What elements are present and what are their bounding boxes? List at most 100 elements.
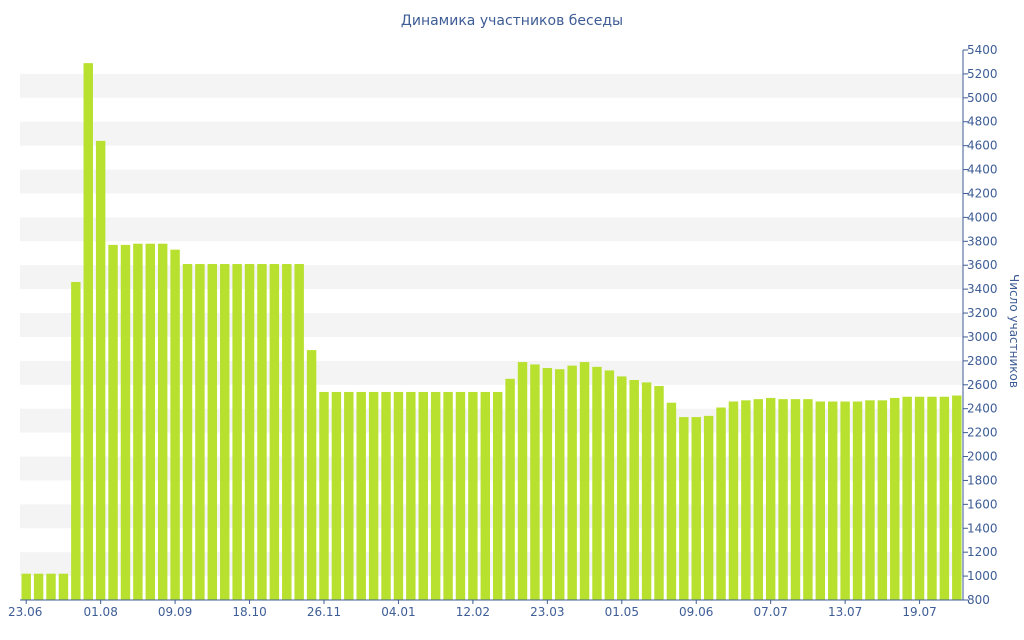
bar [815, 401, 826, 600]
bar [269, 264, 280, 600]
bar [331, 391, 342, 600]
bar [716, 407, 726, 600]
y-tick-label: 1800 [967, 473, 998, 487]
bar [492, 391, 503, 600]
y-tick-label: 5000 [967, 91, 998, 105]
bar [555, 369, 565, 600]
x-tick-label: 26.11 [307, 605, 341, 619]
y-tick-label: 2200 [967, 426, 998, 440]
grid-band [20, 360, 963, 385]
y-tick-label: 4600 [967, 139, 998, 153]
bar [244, 264, 255, 600]
bar [790, 399, 801, 600]
bar [852, 401, 863, 600]
x-tick-label: 07.07 [753, 605, 787, 619]
x-tick-label: 23.06 [8, 605, 42, 619]
bar [182, 264, 193, 600]
x-tick-label: 01.05 [605, 605, 639, 619]
bar [83, 63, 93, 601]
bar [952, 395, 962, 600]
bar [46, 573, 56, 600]
bar [803, 399, 813, 600]
bar [195, 264, 205, 600]
bar [406, 391, 416, 600]
bar [207, 264, 218, 600]
bar [579, 362, 590, 600]
bar [666, 402, 677, 600]
bar [480, 391, 491, 600]
bar [393, 391, 404, 600]
y-axis-label: Число участников [1007, 274, 1021, 388]
bar [828, 401, 838, 600]
x-tick-label: 23.03 [530, 605, 564, 619]
y-tick-label: 4000 [967, 210, 998, 224]
chart-title: Динамика участников беседы [400, 13, 624, 29]
bar [939, 396, 950, 600]
x-tick-label: 01.08 [83, 605, 117, 619]
bar-series [21, 63, 962, 601]
x-axis-ticks: 23.06 01.08 09.09 18.10 26.11 04.01 12.02 23.03… [8, 600, 937, 619]
bar [778, 399, 788, 600]
bar [890, 397, 900, 600]
y-tick-label: 2400 [967, 402, 998, 416]
bar [33, 573, 44, 600]
grid-band [20, 456, 963, 481]
bar [542, 368, 553, 600]
bar [728, 401, 739, 600]
bar [306, 350, 317, 600]
bar [368, 391, 379, 600]
bar [927, 396, 937, 600]
y-tick-label: 1400 [967, 521, 998, 535]
bar [703, 415, 714, 600]
y-tick-label: 4800 [967, 115, 998, 129]
bar [468, 391, 478, 600]
bar [443, 391, 453, 600]
y-tick-label: 2600 [967, 378, 998, 392]
bar [21, 573, 31, 600]
bar [145, 243, 155, 600]
bar [430, 391, 441, 600]
y-tick-label: 1000 [967, 569, 998, 583]
y-tick-label: 800 [967, 593, 990, 607]
x-tick-label: 09.09 [158, 605, 192, 619]
bar [344, 391, 354, 600]
y-tick-label: 2800 [967, 354, 998, 368]
y-tick-label: 3000 [967, 330, 998, 344]
bar [617, 376, 627, 600]
y-axis-ticks: 800 1000 1200 1400 1600 1800 2000 2200 2400 2600 2… [963, 43, 998, 607]
bar [220, 264, 230, 600]
bar [455, 391, 466, 600]
bar [567, 365, 577, 600]
bar [517, 362, 528, 600]
bar [95, 140, 106, 600]
grid-band [20, 313, 963, 337]
grid-band [20, 73, 963, 98]
y-tick-label: 4200 [967, 186, 998, 200]
bar [629, 380, 639, 600]
bar [294, 264, 304, 600]
bar [319, 391, 329, 600]
y-tick-label: 3800 [967, 234, 998, 248]
bar [641, 382, 652, 600]
grid-band [20, 217, 963, 242]
bar [282, 264, 292, 600]
bar [840, 401, 850, 600]
bar [753, 399, 763, 600]
bar [691, 417, 701, 600]
bar [71, 281, 81, 600]
bar [654, 385, 664, 600]
bar [257, 264, 267, 600]
bar [157, 243, 168, 600]
y-tick-label: 5400 [967, 43, 998, 57]
y-tick-label: 2000 [967, 450, 998, 464]
bar [108, 244, 118, 601]
bar [418, 391, 428, 600]
bar [741, 400, 751, 600]
x-tick-label: 19.07 [902, 605, 936, 619]
grid-band [20, 504, 963, 529]
x-tick-label: 12.02 [456, 605, 490, 619]
bar [133, 243, 143, 600]
y-tick-label: 3600 [967, 258, 998, 272]
